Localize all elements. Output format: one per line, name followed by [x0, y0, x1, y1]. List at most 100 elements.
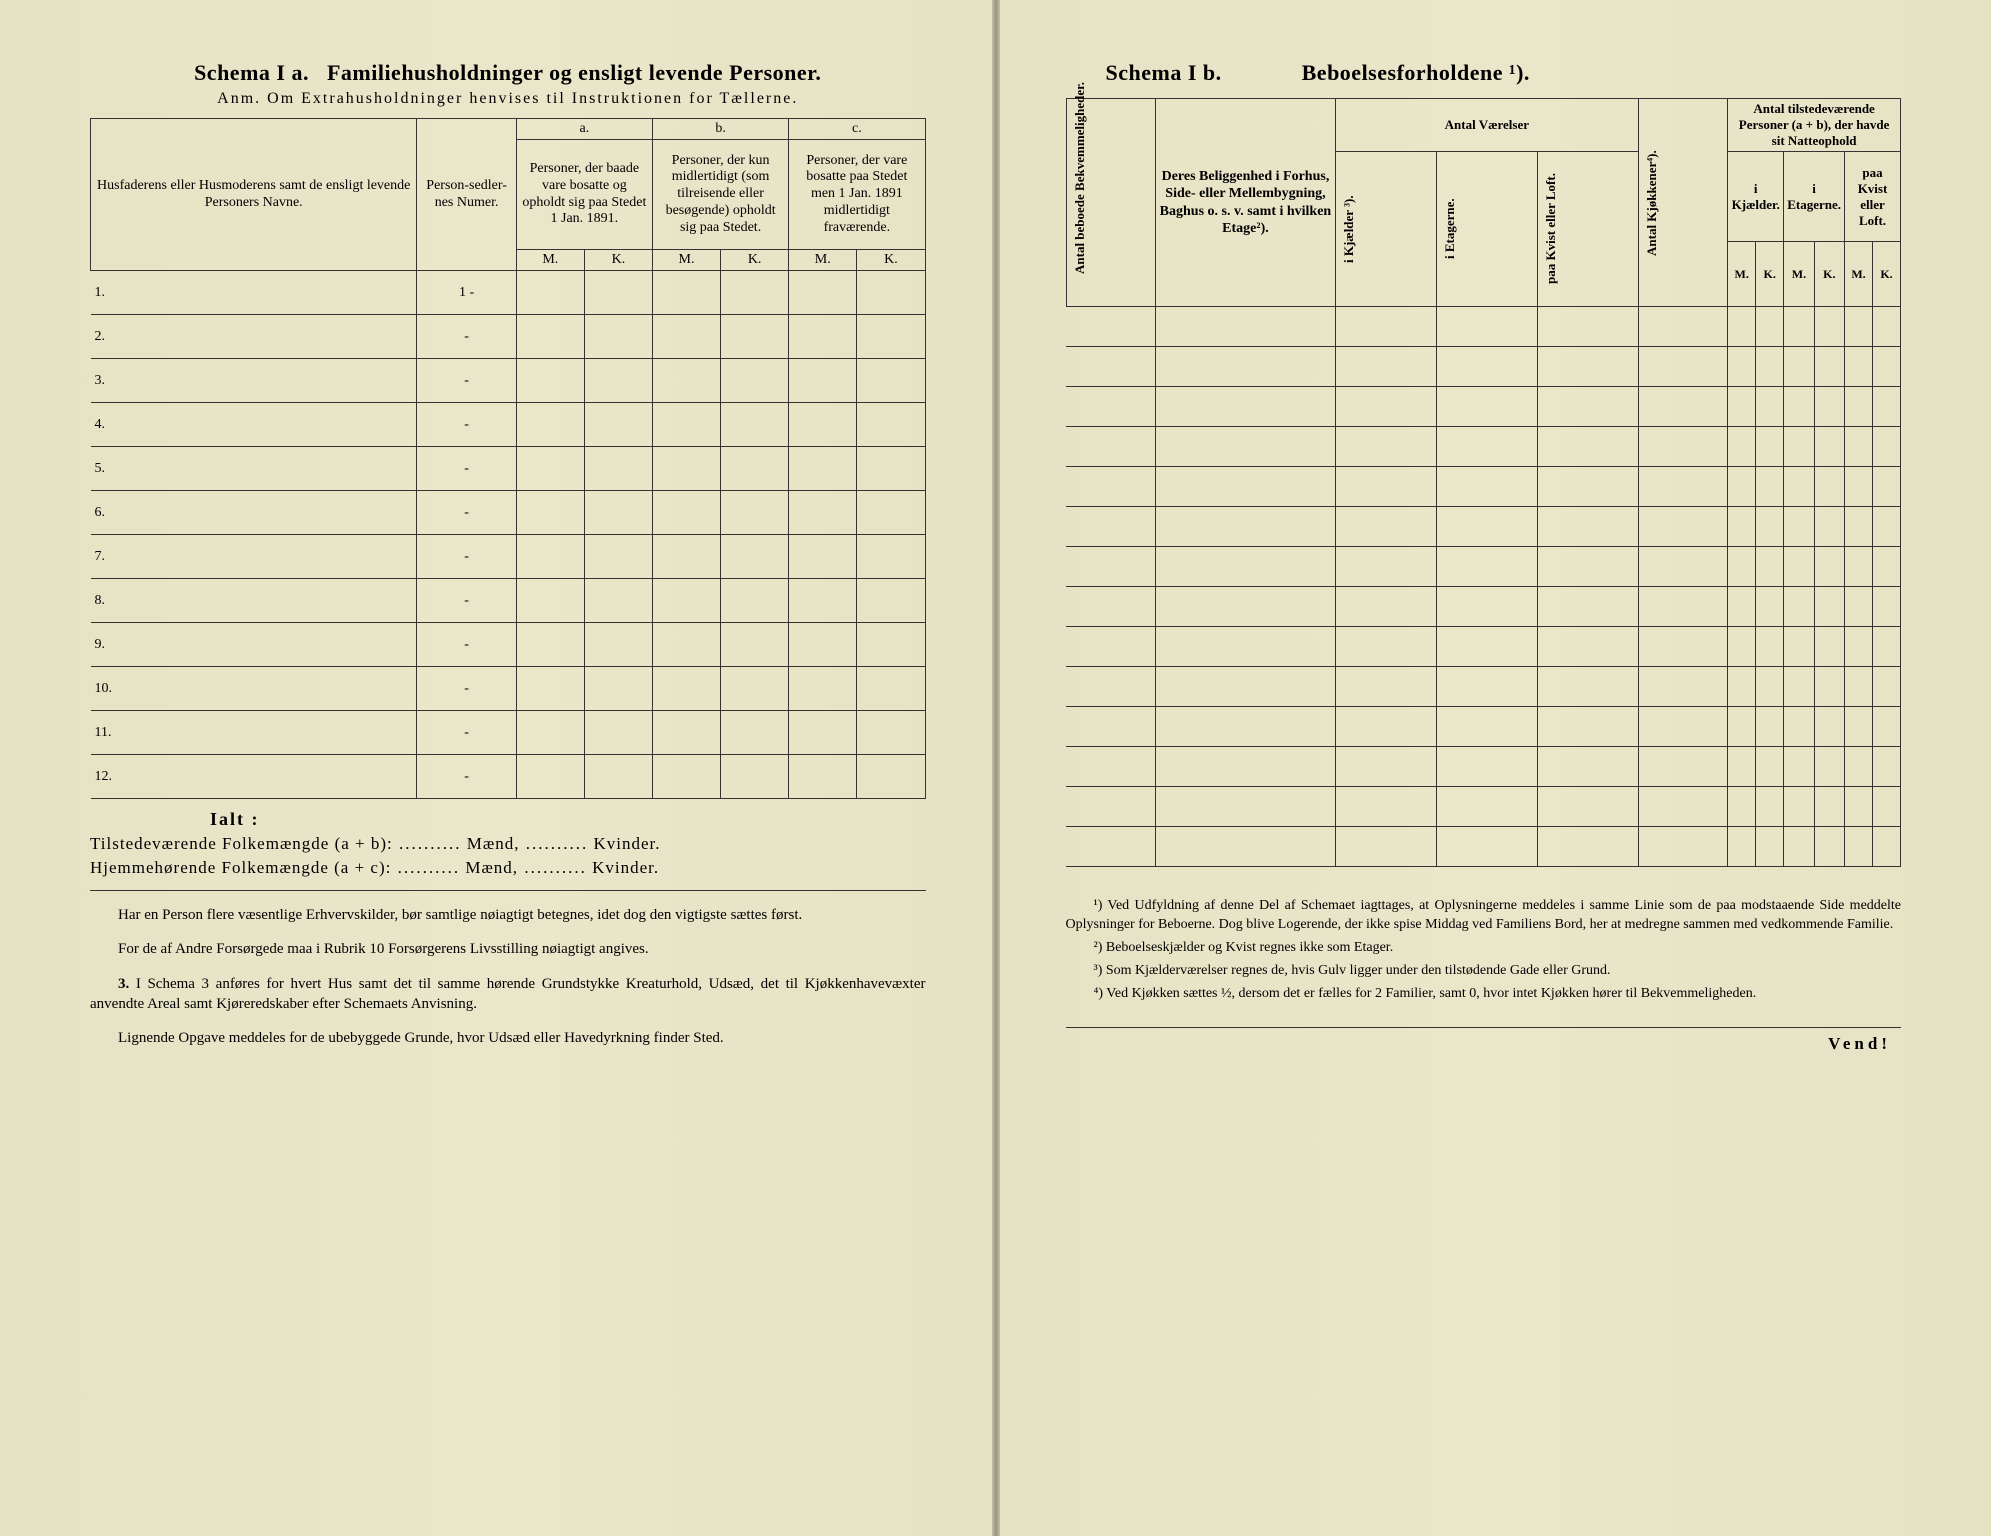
- census-table-left: Husfaderens eller Husmoderens samt de en…: [90, 118, 926, 799]
- row-num-label: 12.: [91, 755, 417, 799]
- para2: For de af Andre Forsørgede maa i Rubrik …: [90, 939, 926, 959]
- housing-cell: [1155, 467, 1335, 507]
- housing-cell: [1845, 787, 1873, 827]
- housing-cell: [1436, 467, 1537, 507]
- cell-a-k: [584, 711, 652, 755]
- housing-cell: [1436, 427, 1537, 467]
- housing-cell: [1814, 347, 1844, 387]
- table-row: [1066, 747, 1901, 787]
- para3-text: I Schema 3 anføres for hvert Hus samt de…: [90, 976, 926, 1012]
- housing-cell: [1638, 347, 1728, 387]
- housing-cell: [1845, 507, 1873, 547]
- housing-cell: [1335, 307, 1436, 347]
- housing-cell: [1784, 507, 1814, 547]
- table-row: 5.-: [91, 447, 926, 491]
- housing-cell: [1873, 627, 1901, 667]
- housing-cell: [1845, 627, 1873, 667]
- cell-c-m: [789, 535, 857, 579]
- summary-ac: Hjemmehørende Folkemængde (a + c): Mænd,…: [90, 858, 926, 878]
- housing-cell: [1436, 707, 1537, 747]
- housing-cell: [1873, 587, 1901, 627]
- row-num-label: 9.: [91, 623, 417, 667]
- housing-cell: [1873, 787, 1901, 827]
- cell-b-m: [652, 755, 720, 799]
- housing-cell: [1537, 627, 1638, 667]
- r-m2: M.: [1784, 242, 1814, 307]
- housing-cell: [1873, 307, 1901, 347]
- table-row: [1066, 667, 1901, 707]
- cell-c-k: [857, 359, 925, 403]
- personseddel-num: -: [417, 535, 516, 579]
- housing-cell: [1756, 667, 1784, 707]
- dots1b: [519, 834, 588, 853]
- dots2: [391, 858, 460, 877]
- cell-a-m: [516, 667, 584, 711]
- dots1: [393, 834, 462, 853]
- schema-1b-label: Schema I b.: [1106, 60, 1222, 86]
- cell-b-k: [721, 271, 789, 315]
- cell-a-m: [516, 359, 584, 403]
- cell-b-k: [721, 755, 789, 799]
- housing-cell: [1638, 707, 1728, 747]
- housing-cell: [1845, 667, 1873, 707]
- anm-line: Anm. Om Extrahusholdninger henvises til …: [90, 90, 926, 108]
- h-beliggenhed: Deres Beliggenhed i Forhus, Side- eller …: [1155, 99, 1335, 307]
- personseddel-num: -: [417, 755, 516, 799]
- table-row: [1066, 827, 1901, 867]
- row-num-label: 10.: [91, 667, 417, 711]
- cell-a-m: [516, 271, 584, 315]
- para3: 3. I Schema 3 anføres for hvert Hus samt…: [90, 974, 926, 1015]
- housing-cell: [1756, 307, 1784, 347]
- housing-cell: [1066, 427, 1155, 467]
- housing-cell: [1436, 827, 1537, 867]
- table-row: 1.1 -: [91, 271, 926, 315]
- housing-cell: [1066, 507, 1155, 547]
- cell-a-m: [516, 711, 584, 755]
- right-title-row: Schema I b. Beboelsesforholdene ¹).: [1066, 60, 1902, 86]
- h-v-kjaelder-text: i Kjælder ³).: [1339, 154, 1359, 304]
- cell-b-k: [721, 667, 789, 711]
- a-k: K.: [584, 250, 652, 271]
- housing-cell: [1638, 747, 1728, 787]
- housing-cell: [1784, 747, 1814, 787]
- cell-b-m: [652, 711, 720, 755]
- cell-a-m: [516, 535, 584, 579]
- r-k1: K.: [1756, 242, 1784, 307]
- cell-c-m: [789, 667, 857, 711]
- housing-cell: [1784, 667, 1814, 707]
- col-c-text: Personer, der vare bosatte paa Stedet me…: [789, 140, 925, 250]
- cell-c-m: [789, 711, 857, 755]
- housing-cell: [1436, 787, 1537, 827]
- cell-c-m: [789, 271, 857, 315]
- housing-cell: [1756, 347, 1784, 387]
- cell-b-m: [652, 447, 720, 491]
- housing-cell: [1873, 667, 1901, 707]
- housing-cell: [1537, 747, 1638, 787]
- personseddel-num: -: [417, 623, 516, 667]
- housing-cell: [1638, 307, 1728, 347]
- table-row: [1066, 507, 1901, 547]
- col-b-label: b.: [652, 119, 788, 140]
- housing-cell: [1784, 627, 1814, 667]
- h-p-kjaelder: i Kjælder.: [1728, 152, 1784, 242]
- table-row: [1066, 707, 1901, 747]
- housing-cell: [1728, 427, 1756, 467]
- housing-cell: [1066, 787, 1155, 827]
- housing-cell: [1873, 747, 1901, 787]
- cell-c-k: [857, 447, 925, 491]
- housing-cell: [1436, 387, 1537, 427]
- right-tbody: [1066, 307, 1901, 867]
- h-personer: Antal tilstedeværende Personer (a + b), …: [1728, 99, 1901, 152]
- housing-cell: [1537, 427, 1638, 467]
- cell-c-k: [857, 491, 925, 535]
- housing-cell: [1873, 427, 1901, 467]
- table-row: [1066, 307, 1901, 347]
- table-row: [1066, 787, 1901, 827]
- housing-cell: [1784, 787, 1814, 827]
- personseddel-num: -: [417, 491, 516, 535]
- housing-cell: [1728, 387, 1756, 427]
- housing-cell: [1335, 587, 1436, 627]
- housing-cell: [1728, 747, 1756, 787]
- housing-cell: [1436, 347, 1537, 387]
- cell-b-m: [652, 359, 720, 403]
